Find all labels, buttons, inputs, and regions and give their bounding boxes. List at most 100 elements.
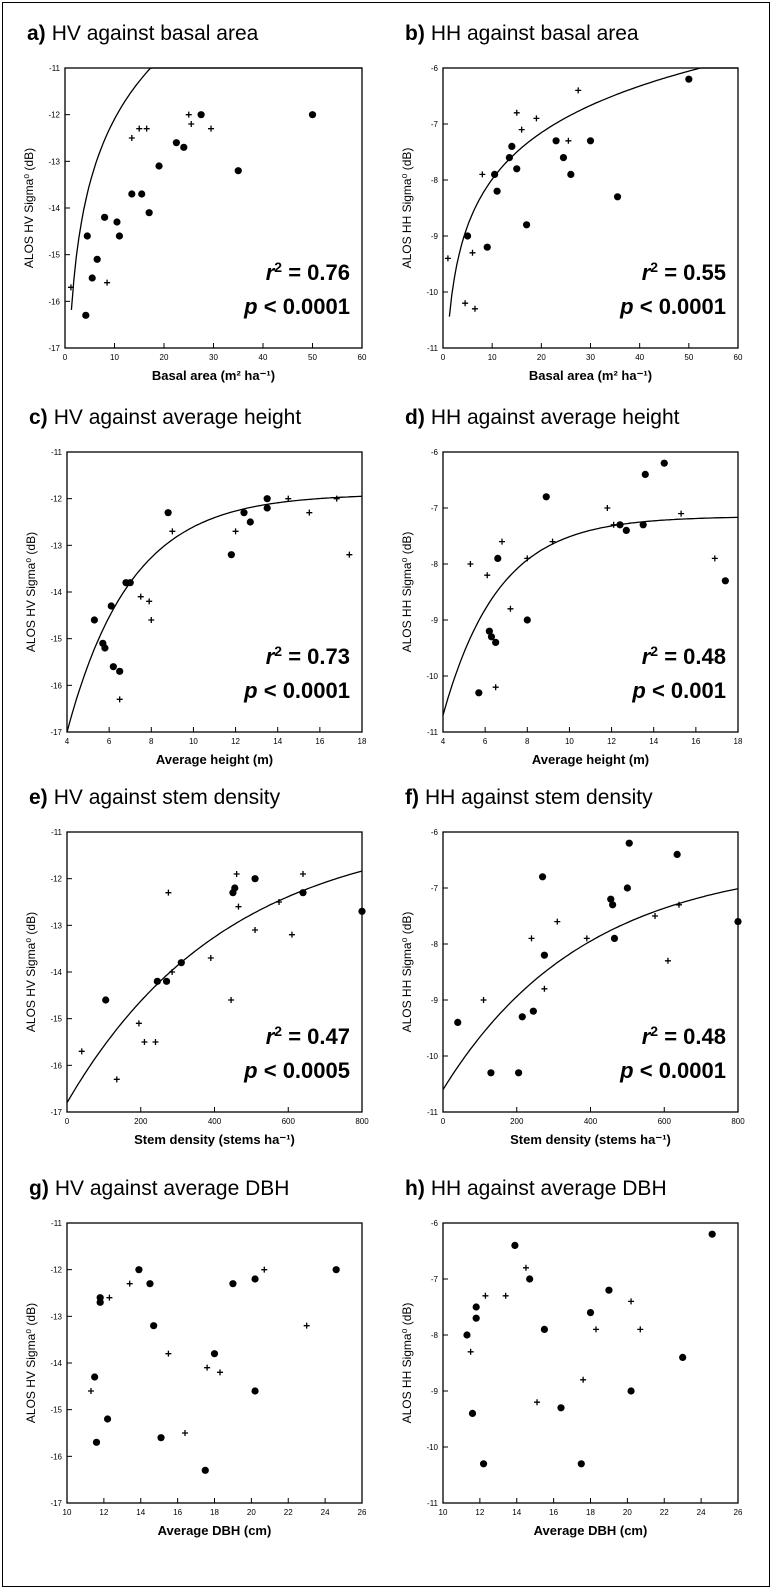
y-tick-label: -7 bbox=[431, 884, 439, 893]
data-point bbox=[627, 1387, 635, 1395]
y-tick-label: -12 bbox=[48, 111, 60, 120]
data-point bbox=[472, 1303, 480, 1311]
data-point bbox=[552, 137, 560, 145]
data-point bbox=[493, 187, 501, 195]
data-point bbox=[102, 996, 110, 1004]
y-tick-label: -9 bbox=[431, 1387, 439, 1396]
p-value-annotation: p < 0.0001 bbox=[243, 678, 350, 703]
data-point bbox=[197, 111, 205, 119]
x-tick-label: 12 bbox=[607, 737, 616, 746]
fit-curve bbox=[66, 870, 363, 1104]
data-point bbox=[673, 850, 681, 859]
chart-g: g) HV against average DBH 10 12 14 16 18 20 22 24… bbox=[24, 1177, 367, 1538]
x-axis-label: Average height (m) bbox=[156, 752, 273, 767]
data-point bbox=[126, 579, 134, 587]
data-point-plus bbox=[306, 509, 313, 516]
x-tick-label: 22 bbox=[284, 1508, 293, 1517]
data-point bbox=[513, 165, 521, 173]
r-squared-value: 0.76 bbox=[307, 260, 350, 285]
data-point bbox=[685, 75, 693, 83]
y-tick-label: -15 bbox=[50, 1406, 62, 1415]
y-tick-label: -14 bbox=[50, 588, 62, 597]
chart-title: h) HH against average DBH bbox=[405, 1177, 667, 1200]
data-point-plus bbox=[169, 969, 176, 975]
data-point-plus bbox=[469, 249, 476, 256]
y-axis-label: ALOS HH Sigma⁰ (dB) bbox=[400, 912, 414, 1033]
data-point bbox=[251, 875, 259, 883]
x-tick-label: 0 bbox=[441, 1117, 446, 1126]
data-point bbox=[639, 521, 647, 529]
data-point-plus bbox=[549, 538, 556, 545]
data-point-plus bbox=[208, 125, 215, 132]
data-point bbox=[508, 142, 516, 150]
y-tick-label: -10 bbox=[426, 288, 438, 297]
data-point-plus bbox=[188, 121, 195, 127]
y-tick-label: -13 bbox=[48, 157, 60, 166]
y-tick-label: -10 bbox=[426, 1052, 438, 1061]
x-tick-label: 800 bbox=[355, 1117, 369, 1126]
p-value-annotation: p < 0.001 bbox=[631, 678, 726, 703]
data-point bbox=[721, 577, 729, 585]
data-point-plus bbox=[217, 1369, 224, 1376]
x-tick-label: 4 bbox=[65, 737, 70, 746]
y-tick-label: -7 bbox=[431, 120, 439, 129]
chart-a: a) HV against basal area 0 10 20 30 40 50 60 -11 -… bbox=[22, 22, 367, 383]
x-tick-label: 16 bbox=[173, 1508, 182, 1517]
r-squared-annotation: r2 = 0.48 bbox=[642, 643, 726, 669]
data-point bbox=[609, 901, 617, 909]
panel-letter: f) bbox=[405, 786, 419, 809]
data-point bbox=[625, 839, 633, 847]
y-tick-label: -8 bbox=[431, 940, 439, 949]
data-point bbox=[246, 518, 254, 526]
data-point-plus bbox=[554, 918, 561, 925]
r-squared-annotation: r2 = 0.55 bbox=[642, 259, 726, 285]
data-point bbox=[523, 616, 531, 624]
p-value: < 0.001 bbox=[646, 678, 726, 703]
data-point bbox=[227, 551, 235, 559]
data-point-plus bbox=[106, 1294, 113, 1301]
data-point bbox=[454, 1018, 462, 1026]
x-axis-label: Average height (m) bbox=[532, 752, 649, 767]
data-point-plus bbox=[484, 572, 491, 579]
data-point bbox=[485, 627, 493, 635]
x-tick-label: 0 bbox=[441, 353, 446, 362]
r-squared-value: 0.55 bbox=[683, 260, 726, 285]
y-tick-label: -17 bbox=[50, 728, 62, 737]
x-tick-label: 12 bbox=[475, 1508, 484, 1517]
data-point bbox=[511, 1241, 519, 1249]
x-tick-label: 14 bbox=[273, 737, 282, 746]
panel-letter: b) bbox=[405, 22, 425, 45]
y-tick-label: -17 bbox=[50, 1499, 62, 1508]
data-point-plus bbox=[467, 1348, 474, 1355]
y-tick-label: -12 bbox=[50, 1266, 62, 1275]
data-point-plus bbox=[113, 1076, 120, 1083]
data-point-plus bbox=[513, 109, 520, 116]
x-tick-label: 12 bbox=[231, 737, 240, 746]
x-tick-label: 20 bbox=[160, 353, 169, 362]
data-point bbox=[586, 137, 595, 145]
y-tick-label: -13 bbox=[50, 921, 62, 930]
data-point bbox=[505, 154, 513, 162]
panel-letter: c) bbox=[29, 406, 48, 429]
y-tick-label: -6 bbox=[431, 1219, 439, 1228]
r-squared-annotation: r2 = 0.48 bbox=[642, 1023, 726, 1049]
p-value-annotation: p < 0.0001 bbox=[243, 294, 350, 319]
data-point bbox=[162, 977, 171, 985]
panel-letter: d) bbox=[405, 406, 425, 429]
y-tick-label: -11 bbox=[51, 448, 63, 457]
data-point-plus bbox=[137, 593, 144, 600]
data-point-plus bbox=[678, 510, 685, 517]
data-point-plus bbox=[233, 871, 240, 877]
data-point bbox=[734, 918, 742, 926]
data-point bbox=[91, 1373, 99, 1381]
x-tick-label: 24 bbox=[321, 1508, 330, 1517]
data-point bbox=[138, 190, 146, 198]
x-tick-label: 8 bbox=[525, 737, 530, 746]
data-point-plus bbox=[462, 300, 469, 307]
data-point-plus bbox=[522, 1264, 529, 1271]
y-tick-label: -14 bbox=[50, 1359, 62, 1368]
data-point bbox=[201, 1466, 209, 1474]
data-point bbox=[146, 1280, 154, 1288]
x-tick-label: 18 bbox=[358, 737, 367, 746]
x-tick-label: 26 bbox=[734, 1508, 743, 1517]
